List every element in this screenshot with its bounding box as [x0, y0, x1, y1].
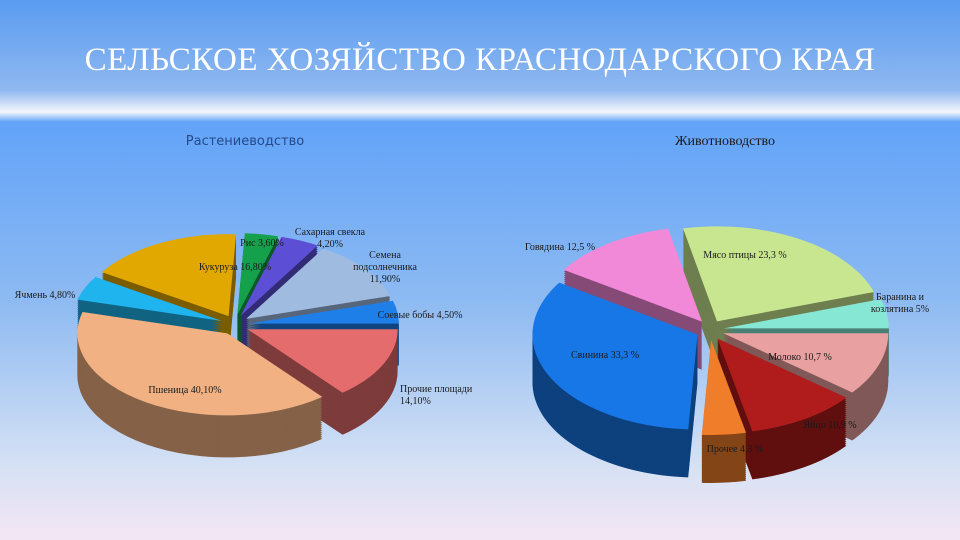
pie-slice-top [532, 282, 698, 430]
chart-title-crops: Растениеводство [186, 134, 304, 149]
pie-slice-top [247, 329, 398, 393]
chart-title-livestock: Животноводство [675, 134, 775, 149]
pie-slice-top [77, 312, 323, 416]
data-label: Прочее 4,3 % [707, 444, 764, 455]
pie-slice-top [101, 234, 237, 317]
data-label: Яйцо 10,9 % [803, 420, 856, 431]
pie-slice [77, 312, 323, 458]
pie-slice-top [237, 233, 279, 316]
pie-slice-top [723, 299, 889, 329]
pie-slice-top [246, 248, 391, 319]
pie-slice-top [723, 333, 889, 393]
data-label: Свинина 33,3 % [571, 350, 639, 361]
data-label: Рис 3,60% [240, 238, 284, 249]
data-label: Прочие площади 14,10% [400, 384, 473, 407]
slide-title: СЕЛЬСКОЕ ХОЗЯЙСТВО КРАСНОДАРСКОГО КРАЯ [84, 42, 876, 78]
pie-slice [532, 282, 698, 478]
pie-slice-top [683, 226, 874, 322]
data-label: Семена подсолнечника 11,90% [353, 250, 417, 285]
data-label: Баранина и козлятина 5% [871, 292, 929, 315]
data-label: Молоко 10,7 % [768, 352, 832, 363]
data-label: Мясо птицы 23,3 % [703, 250, 786, 261]
data-label: Говядина 12,5 % [525, 242, 595, 253]
data-label: Пшеница 40,10% [148, 385, 221, 396]
pie-slice-top [248, 300, 399, 324]
pie-slice [701, 339, 747, 483]
data-label: Соевые бобы 4,50% [378, 310, 463, 321]
pie-slice [717, 338, 847, 480]
pie-slice-top [240, 236, 318, 316]
pie-slice-top [717, 338, 847, 432]
pie-slice-top [563, 228, 703, 322]
data-label: Сахарная свекла 4,20% [295, 227, 366, 250]
data-label: Кукуруза 16,80% [199, 262, 271, 273]
data-label: Ячмень 4,80% [15, 290, 76, 301]
pie-slice-top [701, 339, 747, 435]
pie-slice-top [77, 277, 223, 321]
